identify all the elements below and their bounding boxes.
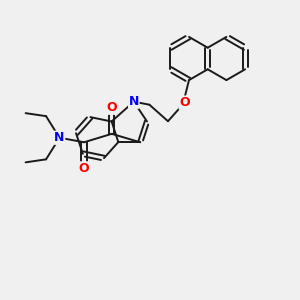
Text: N: N xyxy=(54,131,65,144)
Text: O: O xyxy=(179,96,190,109)
Text: O: O xyxy=(79,162,89,175)
Text: O: O xyxy=(106,101,117,114)
Text: N: N xyxy=(129,95,139,108)
